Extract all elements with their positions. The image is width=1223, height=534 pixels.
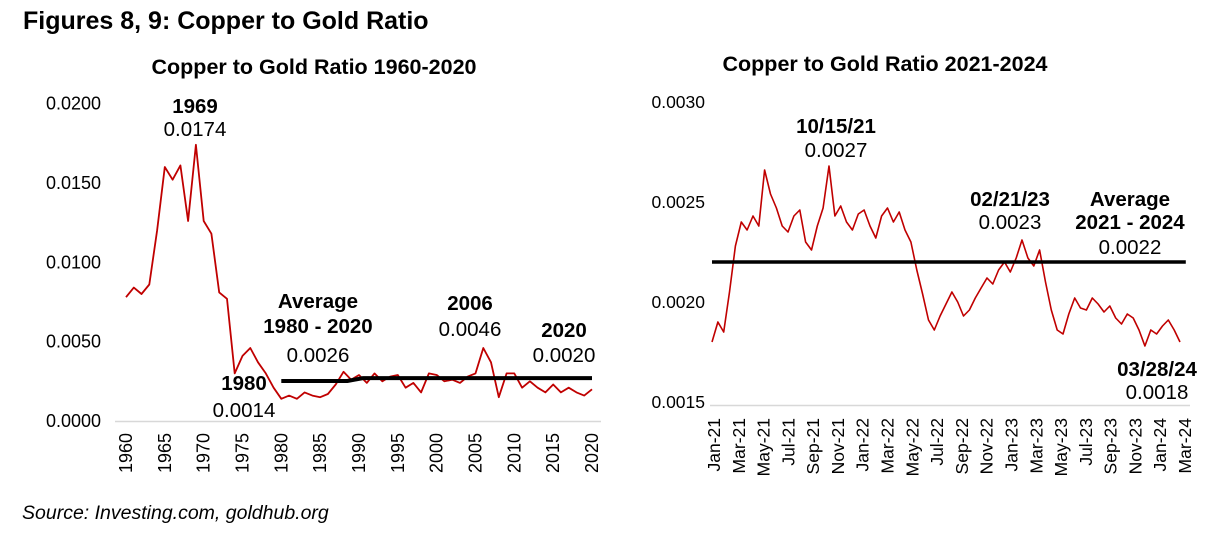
x-axis-label: 1970 [194, 433, 214, 473]
annotation-value: 0.0027 [805, 139, 868, 162]
annotation-label: 2020 [541, 319, 587, 342]
x-axis-label: Jan-21 [704, 418, 724, 472]
x-axis-label: Jul-22 [927, 418, 947, 466]
x-axis-label: 2020 [582, 433, 602, 473]
x-axis-label: 2000 [427, 433, 447, 473]
annotation-value: 0.0023 [979, 211, 1042, 234]
annotation-label: Average [278, 290, 358, 313]
x-axis-label: Jul-21 [778, 418, 798, 466]
x-axis-label: 1985 [310, 433, 330, 473]
average-line [281, 376, 592, 383]
x-axis-label: Nov-22 [977, 418, 997, 474]
x-axis-label: Nov-23 [1125, 418, 1145, 474]
x-axis-label: May-23 [1051, 418, 1071, 476]
x-axis-label: Nov-21 [828, 418, 848, 474]
annotation-label: 10/15/21 [796, 115, 876, 138]
annotation-value: 0.0020 [533, 344, 596, 367]
annotation-label: 1980 [221, 372, 267, 395]
x-axis-label: Sep-21 [803, 418, 823, 474]
annotation-value: 0.0026 [287, 344, 350, 367]
x-axis-label: Mar-24 [1175, 418, 1195, 474]
annotation-label: 02/21/23 [970, 188, 1050, 211]
annotation-value: 0.0018 [1126, 381, 1189, 404]
x-axis-label: Mar-21 [729, 418, 749, 473]
chart-2021-2024: Copper to Gold Ratio 2021-2024 0.0030 0.00… [651, 52, 1197, 476]
y-axis-label: 0.0100 [46, 252, 101, 272]
y-axis-label: 0.0000 [46, 411, 101, 431]
x-axis-label: 2010 [504, 433, 524, 473]
chart-title: Copper to Gold Ratio 1960-2020 [152, 55, 477, 79]
figure-heading: Figures 8, 9: Copper to Gold Ratio [23, 7, 429, 35]
chart-1960-2020: Copper to Gold Ratio 1960-2020 0.0200 0.01… [46, 55, 602, 473]
x-axis-label: 1965 [155, 433, 175, 473]
x-axis-label: Jan-23 [1001, 418, 1021, 472]
x-axis-label: Jul-23 [1076, 418, 1096, 466]
x-axis-label: 2005 [466, 433, 486, 473]
x-axis-label: 1975 [233, 433, 253, 473]
y-axis-label: 0.0025 [651, 192, 705, 212]
annotation-label: 03/28/24 [1117, 358, 1197, 381]
y-axis-label: 0.0050 [46, 332, 101, 352]
x-axis-label: Mar-23 [1026, 418, 1046, 473]
y-axis-label: 0.0200 [46, 94, 101, 114]
annotation-label: 1980 - 2020 [263, 315, 372, 338]
x-axis-label: 1990 [349, 433, 369, 473]
x-axis-label: 2015 [543, 433, 563, 473]
x-axis-label: 1995 [388, 433, 408, 473]
y-axis-label: 0.0150 [46, 173, 101, 193]
x-axis-label: Sep-22 [952, 418, 972, 474]
annotation-label: 2021 - 2024 [1075, 211, 1185, 234]
x-axis-label: 1980 [271, 433, 291, 473]
x-axis-label: Jan-22 [853, 418, 873, 472]
y-axis-label: 0.0020 [651, 292, 705, 312]
annotation-label: 2006 [447, 292, 493, 315]
annotation-value: 0.0014 [213, 399, 276, 422]
ratio-series-line [711, 165, 1181, 347]
x-axis-label: May-21 [754, 418, 774, 476]
x-axis-label: May-22 [902, 418, 922, 476]
annotation-label: 1969 [172, 95, 218, 118]
y-axis-label: 0.0030 [651, 92, 705, 112]
y-axis-label: 0.0015 [651, 392, 705, 412]
x-axis-label: Sep-23 [1101, 418, 1121, 474]
x-axis-label: Mar-22 [878, 418, 898, 473]
annotation-value: 0.0174 [164, 118, 227, 141]
x-axis-label: 1960 [116, 433, 136, 473]
ratio-series-line [125, 143, 593, 400]
annotation-label: Average [1090, 188, 1170, 211]
annotation-value: 0.0022 [1099, 236, 1162, 259]
annotation-value: 0.0046 [439, 318, 502, 341]
source-note: Source: Investing.com, goldhub.org [22, 502, 329, 524]
x-axis-label: Jan-24 [1150, 418, 1170, 472]
chart-title: Copper to Gold Ratio 2021-2024 [723, 52, 1048, 76]
